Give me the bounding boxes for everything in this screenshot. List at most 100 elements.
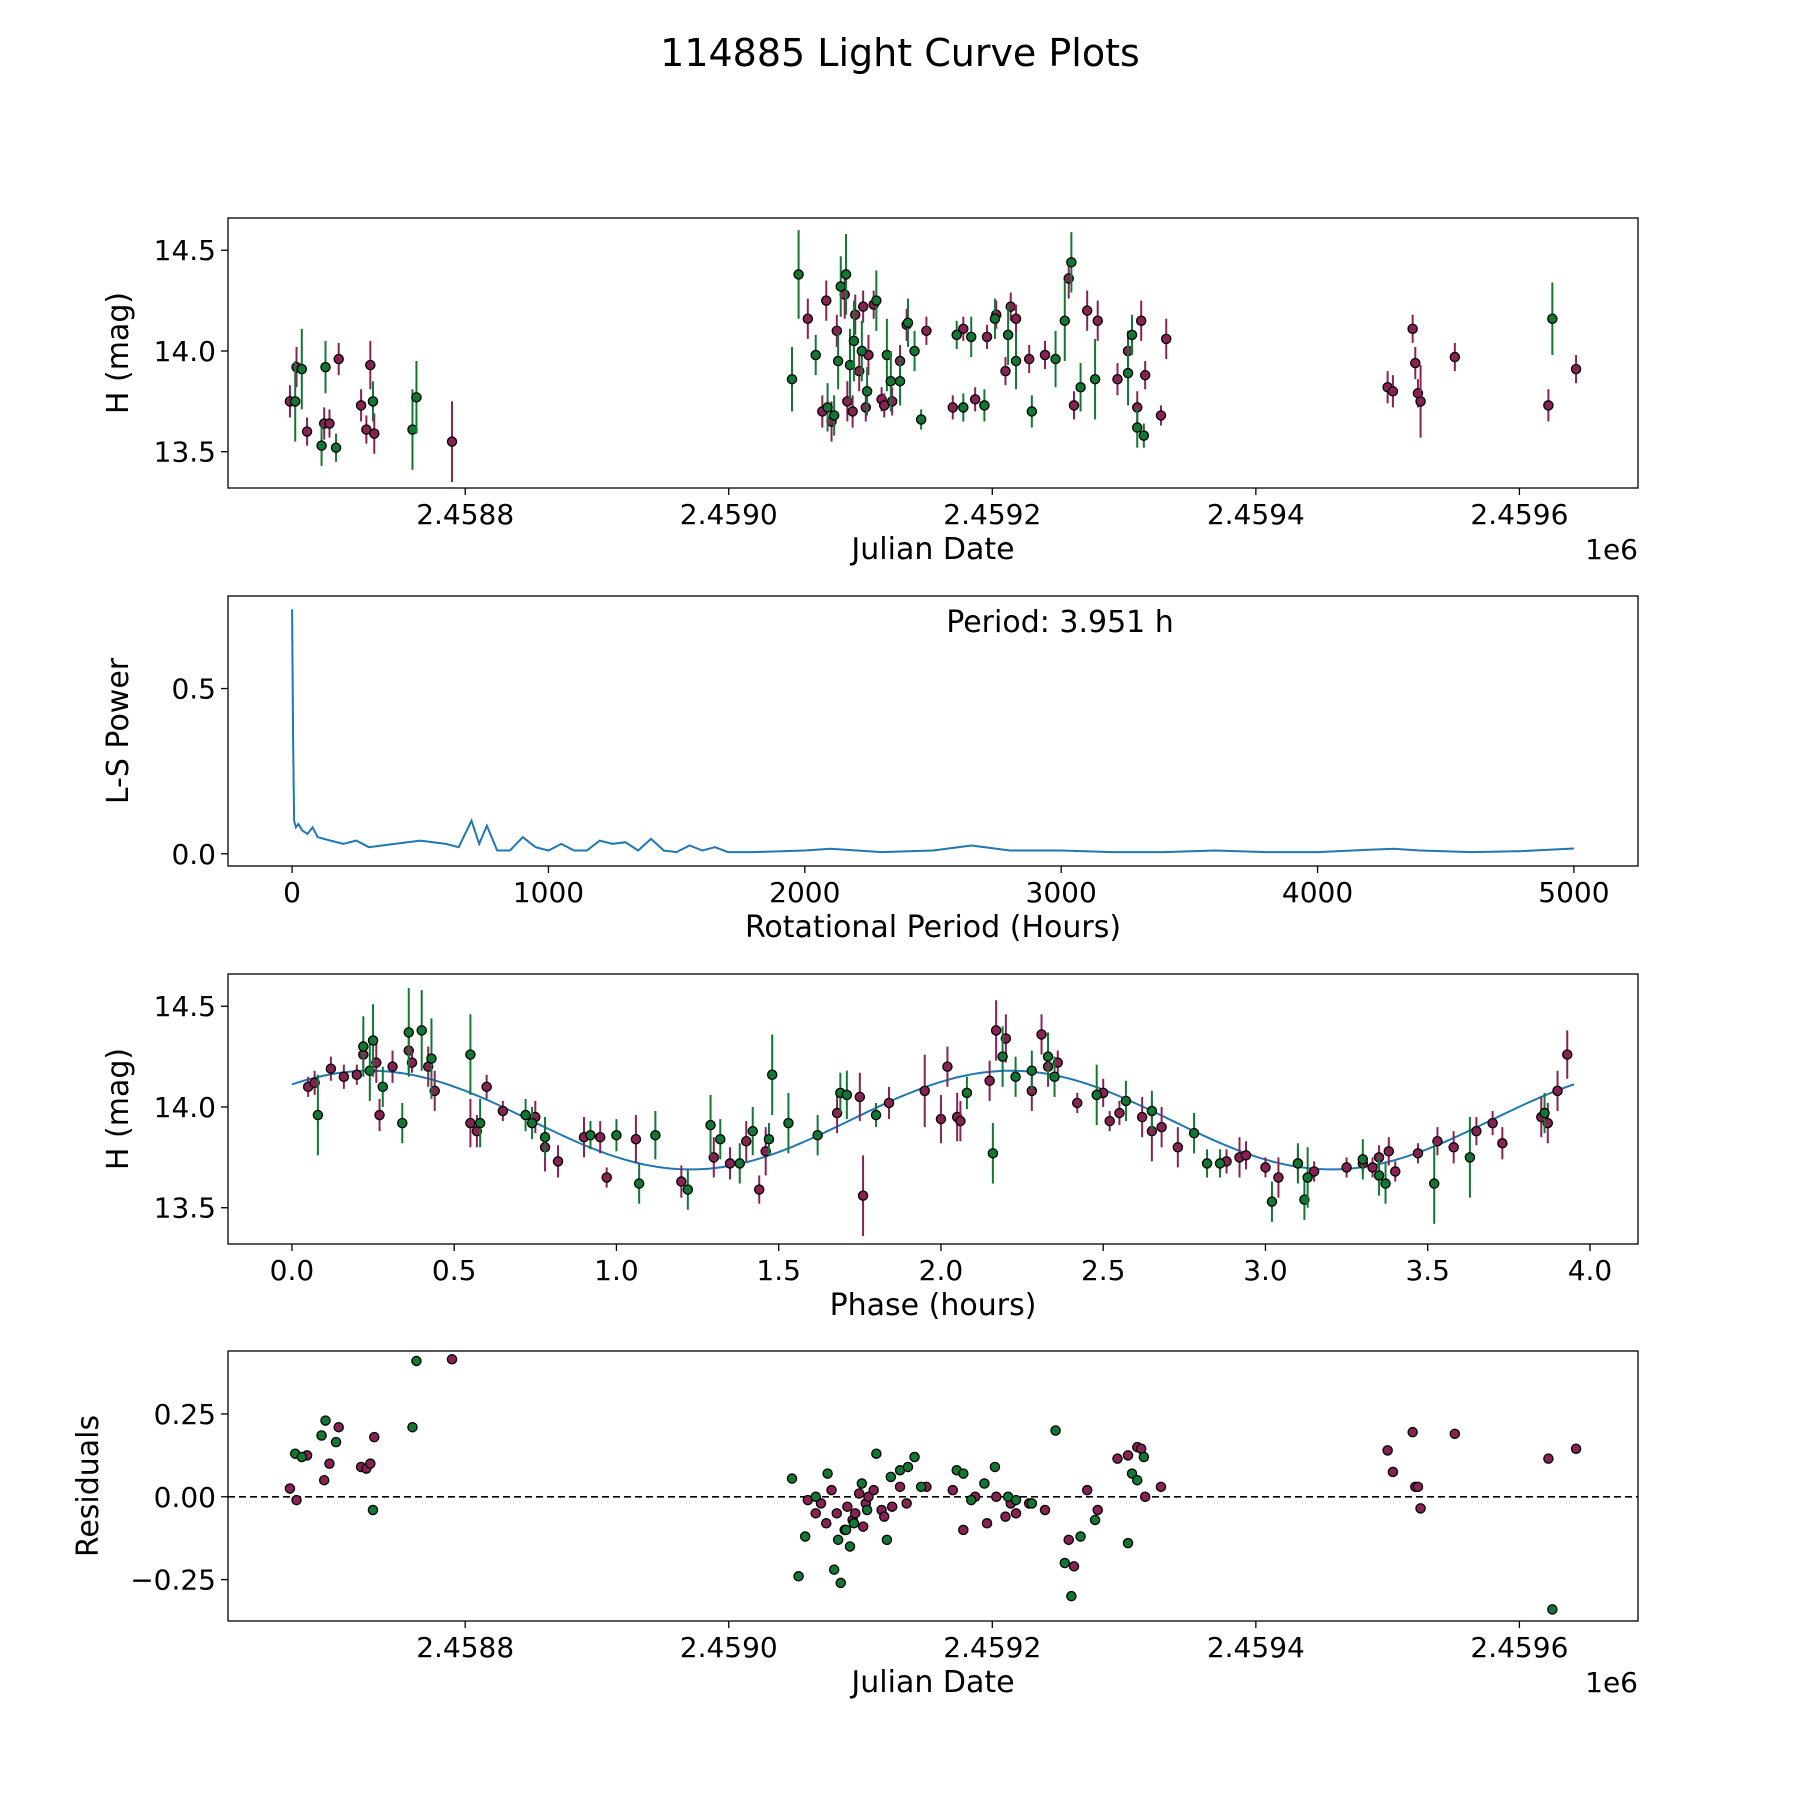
- data-point-g: [783, 1117, 794, 1129]
- data-point-o: [1068, 1561, 1080, 1572]
- data-point-g: [650, 1129, 661, 1141]
- data-point-g: [633, 1178, 645, 1189]
- data-point-o: [1156, 1121, 1167, 1133]
- data-point-g: [1089, 1514, 1101, 1526]
- x-tick-label: 2000: [769, 876, 840, 909]
- data-point-g: [358, 1041, 369, 1052]
- data-point-o: [901, 1498, 912, 1509]
- data-point-g: [316, 440, 327, 451]
- data-point-o: [1155, 1481, 1167, 1493]
- data-point-o: [630, 1133, 642, 1145]
- x-axis-label: Rotational Period (Hours): [745, 910, 1121, 945]
- data-point-g: [1138, 1451, 1150, 1463]
- x-tick-label: 2.4594: [1207, 498, 1305, 531]
- data-point-o: [1449, 1428, 1461, 1440]
- data-point-o: [1570, 363, 1582, 375]
- x-axis-label: Julian Date: [849, 1665, 1014, 1700]
- data-point-g: [367, 1504, 379, 1516]
- data-point-o: [1010, 1508, 1022, 1519]
- data-point-g: [810, 1491, 821, 1503]
- data-point-o: [921, 325, 932, 337]
- data-point-g: [1049, 1071, 1060, 1083]
- data-point-o: [1081, 1484, 1093, 1496]
- data-point-g: [1026, 406, 1038, 417]
- data-point-g: [766, 1069, 778, 1080]
- data-point-o: [1092, 1504, 1103, 1516]
- data-point-o: [1448, 1142, 1459, 1153]
- data-point-o: [1412, 1148, 1424, 1159]
- x-tick-label: 2.0: [919, 1254, 964, 1287]
- data-point-g: [611, 1129, 622, 1141]
- data-point-o: [947, 402, 959, 413]
- data-point-g: [407, 1421, 418, 1433]
- data-point-o: [850, 309, 861, 320]
- data-point-g: [1373, 1170, 1385, 1181]
- data-point-o: [1543, 400, 1554, 411]
- data-point-o: [991, 1491, 1002, 1503]
- data-point-o: [676, 1176, 687, 1187]
- data-point-o: [446, 436, 458, 447]
- data-point-g: [320, 361, 331, 373]
- data-point-g: [1066, 257, 1077, 268]
- data-point-o: [325, 1063, 337, 1074]
- data-point-g: [296, 1451, 308, 1463]
- x-tick-label: 1.5: [756, 1254, 801, 1287]
- x-tick-label: 2.4592: [943, 498, 1041, 531]
- data-point-o: [284, 1483, 296, 1494]
- x-tick-label: 3.5: [1405, 1254, 1450, 1287]
- data-point-g: [1302, 1172, 1313, 1183]
- data-point-o: [1112, 373, 1123, 385]
- data-point-g: [1292, 1158, 1304, 1169]
- data-point-o: [831, 325, 843, 337]
- data-point-o: [1497, 1138, 1508, 1149]
- data-point-g: [1547, 1604, 1558, 1615]
- data-point-o: [1415, 396, 1426, 407]
- y-tick-label: 0.0: [171, 838, 216, 871]
- data-point-o: [552, 1156, 564, 1167]
- x-axis-label: Julian Date: [849, 532, 1014, 567]
- data-point-g: [1357, 1154, 1369, 1165]
- data-point-o: [1023, 353, 1035, 365]
- plot-background: [228, 596, 1638, 866]
- data-point-o: [942, 1061, 953, 1072]
- data-point-o: [831, 1508, 843, 1519]
- data-point-g: [902, 317, 914, 329]
- data-point-o: [324, 418, 335, 429]
- data-point-o: [850, 1508, 861, 1519]
- data-point-g: [1059, 315, 1071, 327]
- x-tick-label: 2.4594: [1207, 1631, 1305, 1664]
- data-point-o: [1000, 1511, 1011, 1522]
- data-point-o: [958, 1524, 969, 1536]
- x-tick-label: 5000: [1538, 876, 1609, 909]
- data-point-g: [1122, 1537, 1134, 1549]
- x-offset-label: 1e6: [1585, 533, 1638, 566]
- data-point-g: [320, 1415, 331, 1426]
- y-tick-label: 14.5: [154, 990, 216, 1023]
- data-point-g: [958, 1468, 969, 1479]
- plot-data-layer: [291, 609, 1574, 854]
- data-point-g: [1539, 1107, 1550, 1119]
- data-point-o: [886, 396, 898, 407]
- data-point-o: [291, 1494, 302, 1506]
- data-point-o: [1039, 349, 1051, 361]
- data-point-g: [885, 1471, 897, 1483]
- data-point-o: [465, 1117, 476, 1129]
- data-point-o: [1160, 333, 1172, 345]
- data-point-g: [539, 1131, 551, 1143]
- data-point-g: [1214, 1158, 1226, 1169]
- data-point-g: [1146, 1105, 1158, 1117]
- data-point-o: [1104, 1115, 1115, 1127]
- data-point-g: [312, 1109, 324, 1121]
- x-tick-label: 0: [283, 876, 301, 909]
- data-point-g: [1050, 353, 1061, 365]
- data-point-o: [1562, 1049, 1573, 1060]
- data-point-g: [1059, 1557, 1071, 1569]
- data-point-g: [411, 392, 422, 403]
- data-point-g: [330, 442, 342, 453]
- data-point-g: [1122, 367, 1134, 379]
- data-point-g: [682, 1184, 694, 1195]
- data-point-o: [810, 1508, 821, 1519]
- y-tick-label: 0.00: [154, 1481, 216, 1514]
- data-point-o: [355, 400, 367, 411]
